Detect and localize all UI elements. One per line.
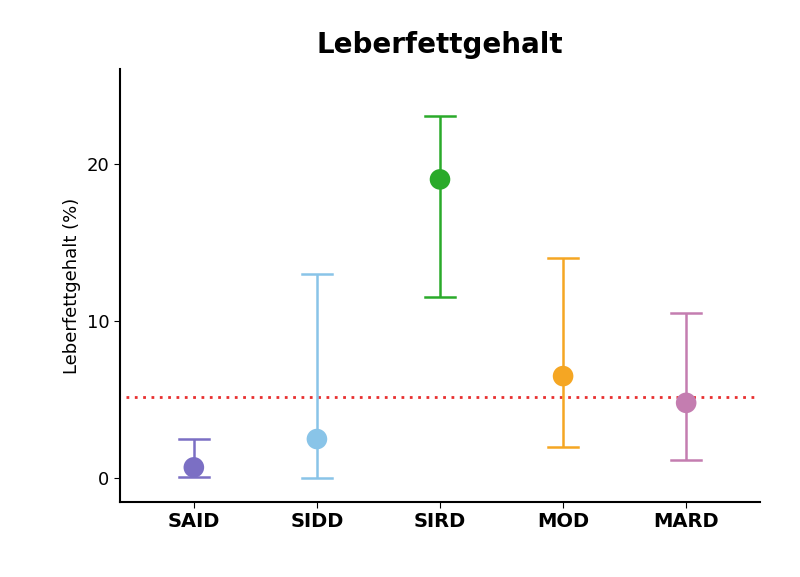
Point	[187, 463, 200, 472]
Point	[434, 175, 446, 184]
Point	[310, 434, 323, 444]
Title: Leberfettgehalt: Leberfettgehalt	[317, 31, 563, 59]
Y-axis label: Leberfettgehalt (%): Leberfettgehalt (%)	[63, 197, 82, 374]
Point	[680, 398, 693, 407]
Point	[557, 372, 570, 381]
